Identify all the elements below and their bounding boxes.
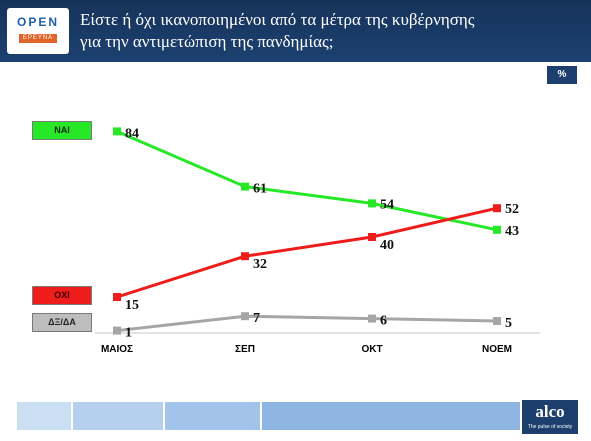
data-point [493, 225, 501, 234]
title-line-2: για την αντιμετώπιση της πανδημίας; [80, 32, 334, 51]
header-banner: OPEN ΕΡΕΥΝΑ Είστε ή όχι ικανοποιημένοι α… [0, 0, 591, 62]
unit-badge: % [547, 66, 577, 84]
footer-strip-1 [17, 402, 71, 430]
alco-brand: alco [535, 402, 565, 421]
data-label: 84 [125, 126, 139, 141]
data-point [368, 233, 376, 241]
data-point [241, 182, 249, 191]
alco-logo: alco The pulse of society [522, 400, 578, 434]
data-label: 6 [380, 314, 387, 329]
data-label: 61 [253, 182, 267, 197]
data-label: 54 [380, 197, 394, 212]
data-label: 52 [505, 202, 519, 217]
footer-strip-4 [262, 402, 520, 430]
data-point [493, 317, 501, 325]
footer-strip-3 [165, 402, 260, 430]
data-label: 1 [125, 326, 132, 341]
footer-strip-2 [73, 402, 163, 430]
data-point [368, 314, 376, 323]
x-tick-label: ΟΚΤ [361, 344, 382, 355]
data-label: 7 [253, 311, 260, 326]
series-line [116, 314, 498, 333]
chart-title: Είστε ή όχι ικανοποιημένοι από τα μέτρα … [80, 9, 580, 53]
title-line-1: Είστε ή όχι ικανοποιημένοι από τα μέτρα … [80, 10, 475, 29]
series-line [116, 206, 498, 299]
series-line [116, 130, 498, 232]
legend-nai: ΝΑΙ [32, 121, 92, 140]
legend-dk: ΔΞ/ΔΑ [32, 313, 92, 332]
data-point [113, 293, 121, 301]
data-point [241, 312, 249, 321]
x-tick-label: ΜΑΙΟΣ [101, 344, 133, 355]
data-point [493, 204, 501, 213]
x-tick-label: ΣΕΠ [235, 344, 255, 355]
data-label: 15 [125, 298, 139, 313]
data-label: 32 [253, 257, 267, 272]
data-point [113, 326, 121, 335]
data-point [113, 127, 121, 136]
data-label: 5 [505, 316, 512, 331]
data-point [241, 252, 249, 261]
logo-open-text: OPEN [16, 15, 59, 29]
open-logo: OPEN ΕΡΕΥΝΑ [7, 8, 69, 54]
x-tick-label: ΝΟΕΜ [482, 344, 512, 355]
data-label: 40 [380, 238, 394, 253]
legend-oxi: ΟΧΙ [32, 286, 92, 305]
data-label: 43 [505, 224, 519, 239]
logo-ereuna-text: ΕΡΕΥΝΑ [19, 34, 57, 43]
data-point [368, 199, 376, 208]
alco-tagline: The pulse of society [527, 424, 573, 430]
